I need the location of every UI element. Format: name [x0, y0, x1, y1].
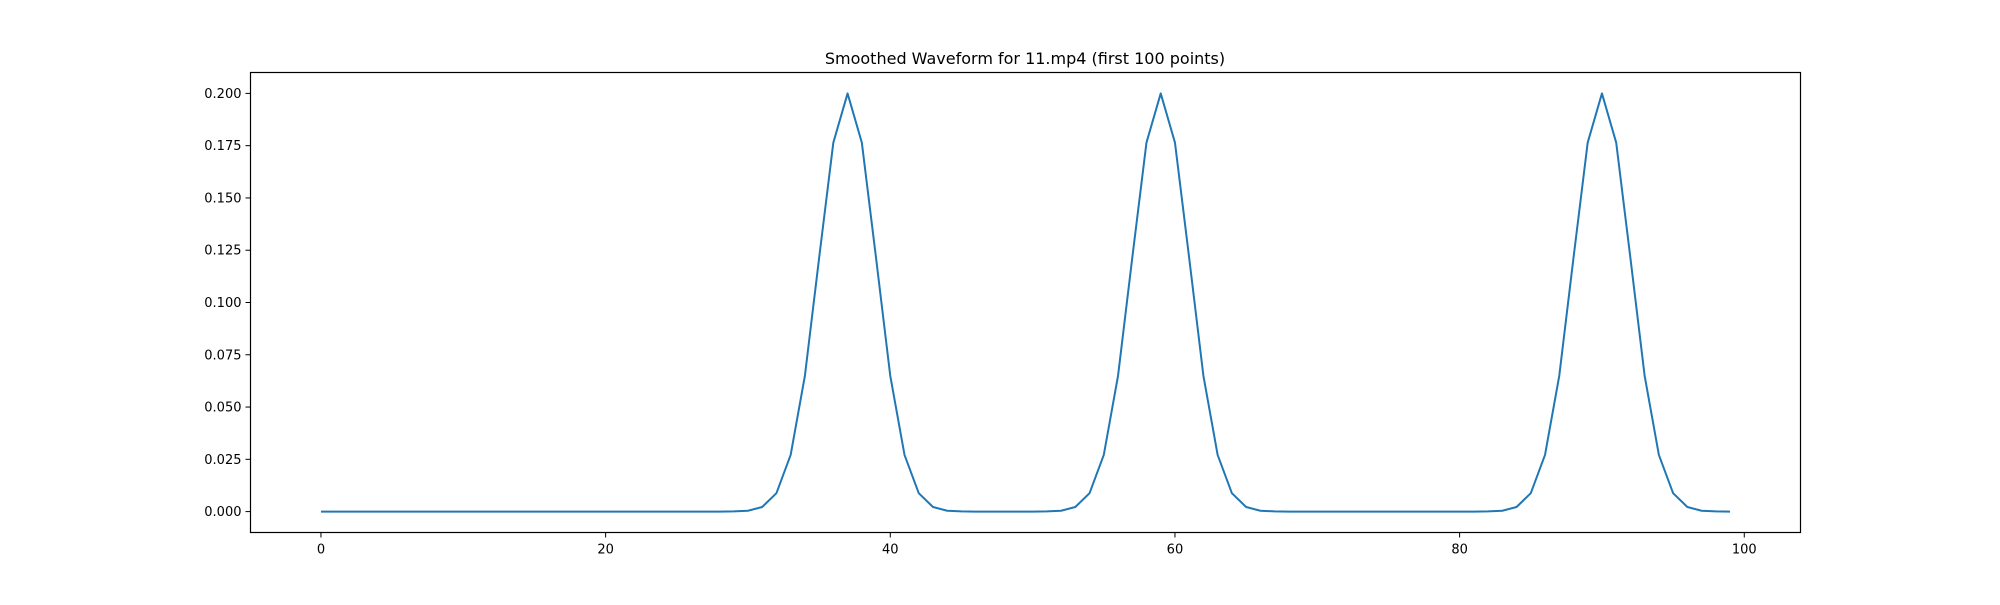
y-tick-label: 0.175 [204, 139, 241, 154]
x-tick-label: 20 [597, 543, 614, 558]
y-tick-label: 0.125 [204, 244, 241, 259]
waveform-line [320, 92, 1731, 513]
plot-frame [249, 71, 1802, 534]
x-tick-label: 60 [1167, 543, 1184, 558]
x-tick-label: 80 [1451, 543, 1468, 558]
x-tick-label: 100 [1732, 543, 1757, 558]
y-tick-label: 0.050 [204, 401, 241, 416]
y-tick-label: 0.025 [204, 453, 241, 468]
y-tick-label: 0.200 [204, 87, 241, 102]
y-tick-label: 0.100 [204, 296, 241, 311]
x-tick-label: 0 [317, 543, 325, 558]
y-tick-label: 0.075 [204, 348, 241, 363]
chart-title: Smoothed Waveform for 11.mp4 (first 100 … [825, 49, 1225, 68]
y-axis: 0.000 0.025 0.050 0.075 0.100 0.125 0.150 0.175… [204, 87, 251, 520]
x-axis: 0 20 40 60 80 100 [317, 532, 1757, 558]
x-tick-label: 40 [882, 543, 899, 558]
y-tick-label: 0.000 [204, 505, 241, 520]
y-tick-label: 0.150 [204, 191, 241, 206]
